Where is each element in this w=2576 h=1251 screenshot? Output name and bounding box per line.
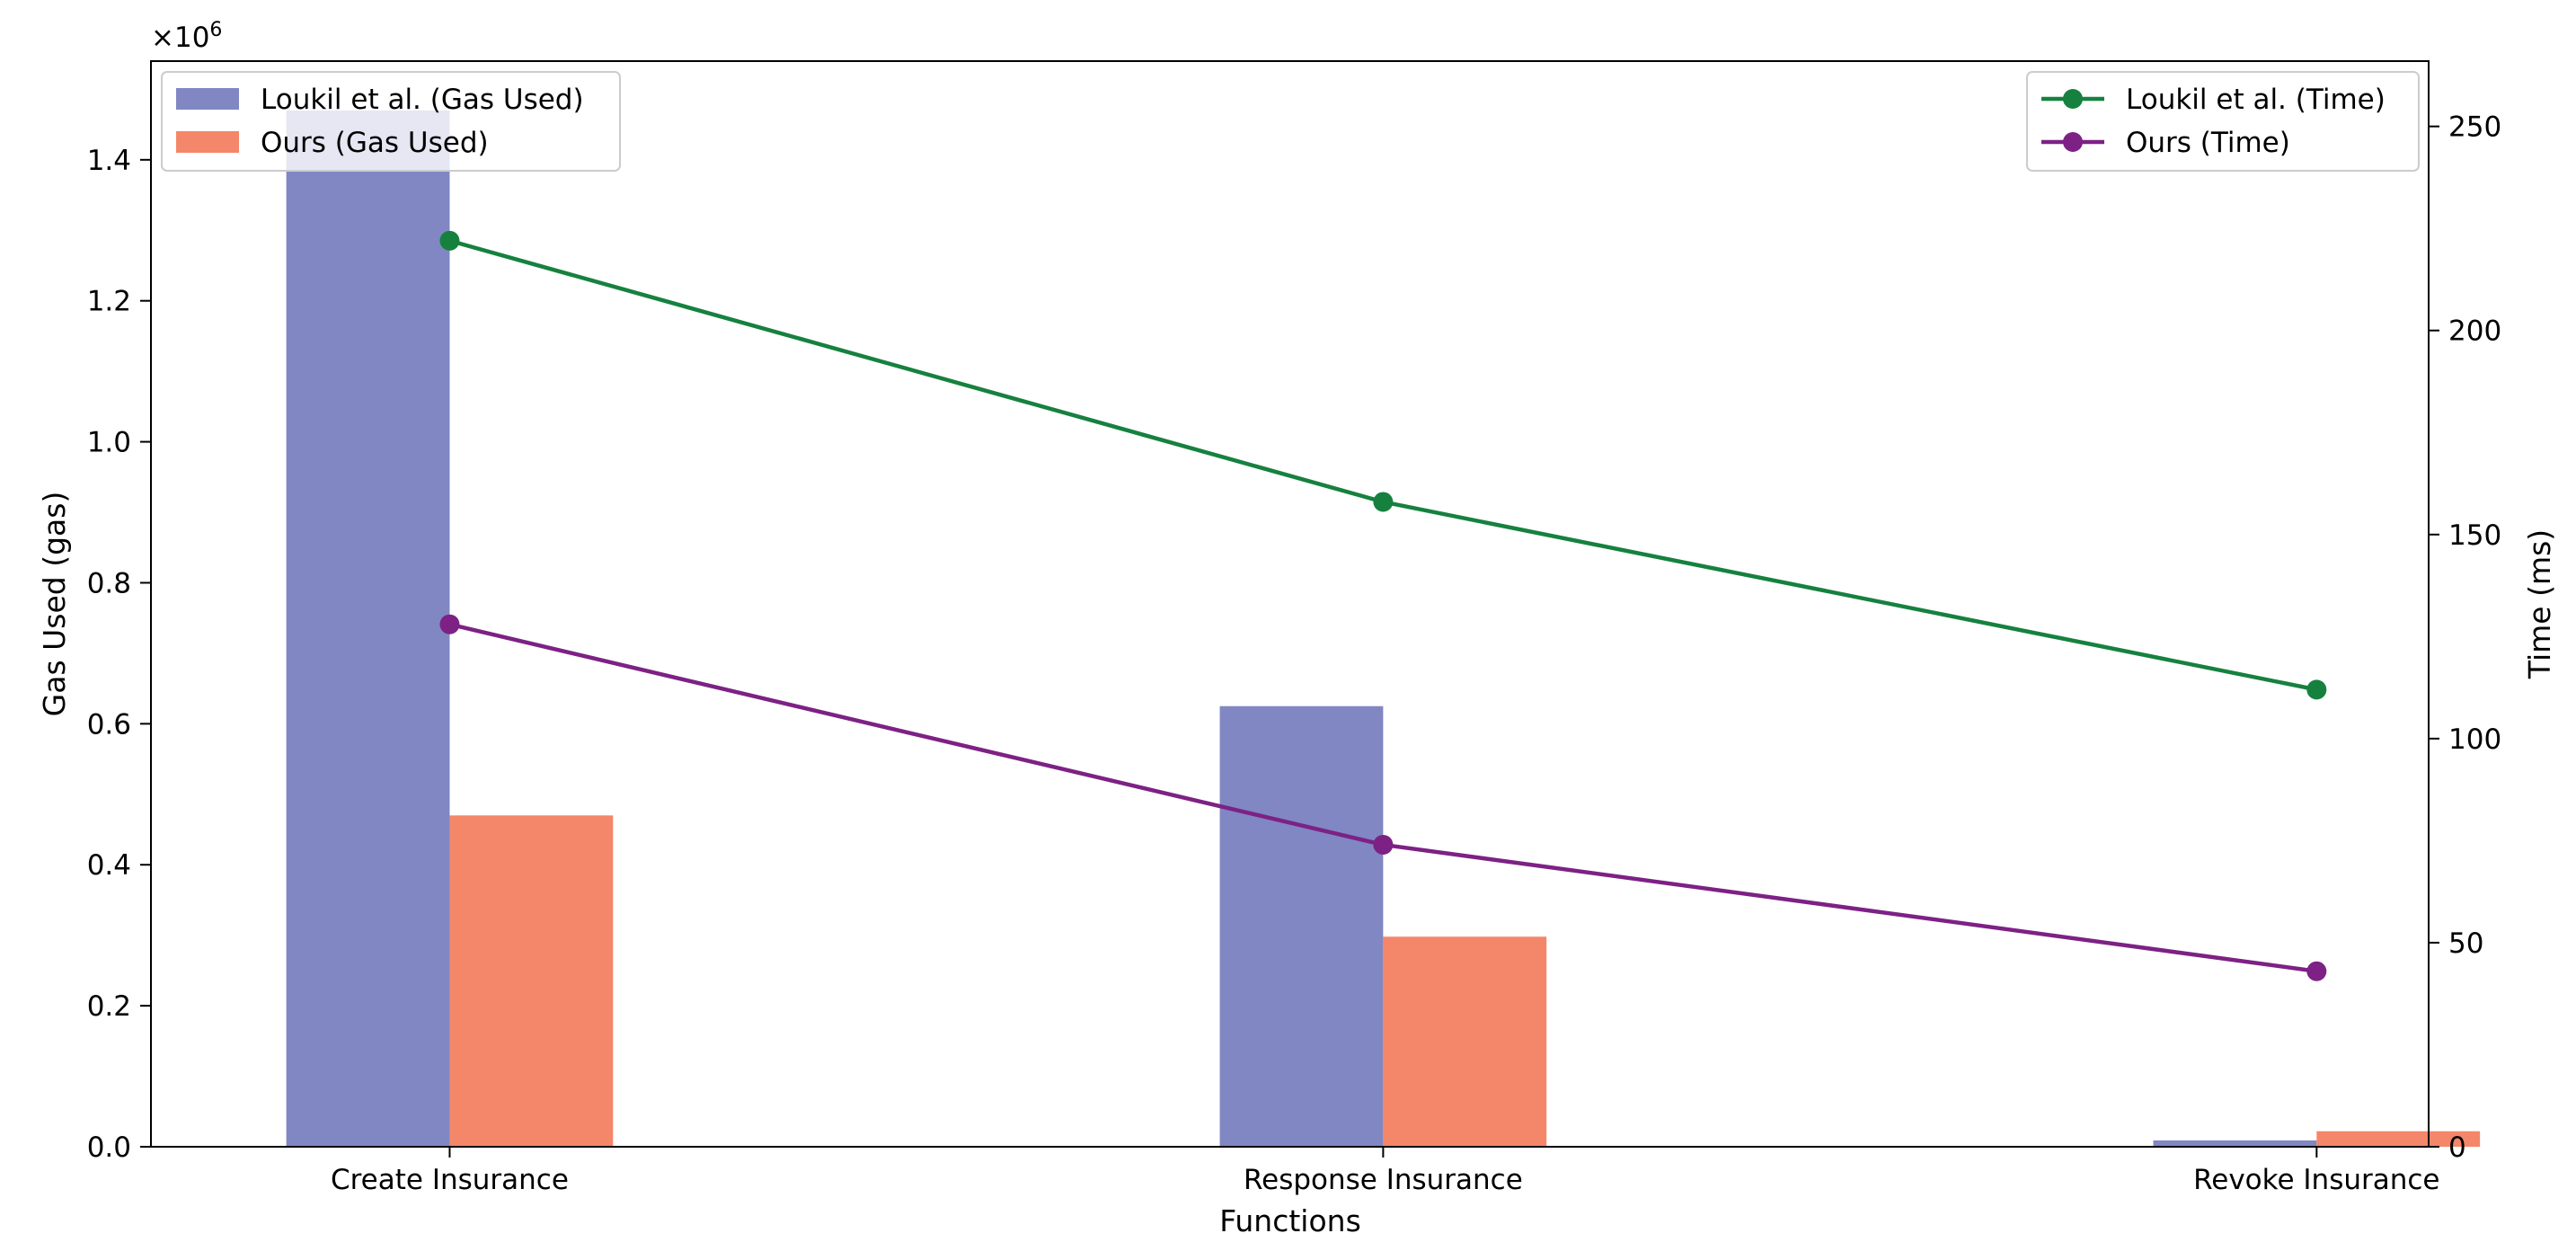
y-axis-label-left: Gas Used (gas): [37, 492, 72, 717]
bar-loukil-gas-2: [2153, 1140, 2317, 1147]
y-right-tick-label: 250: [2448, 111, 2501, 144]
legend-line-label-1: Ours (Time): [2126, 127, 2290, 159]
y-left-tick-label: 1.2: [87, 286, 131, 318]
legend-line-label-0: Loukil et al. (Time): [2126, 84, 2386, 116]
x-axis-label: Functions: [1219, 1203, 1361, 1238]
x-tick-label: Revoke Insurance: [2193, 1164, 2439, 1196]
x-tick-label: Create Insurance: [331, 1164, 569, 1196]
legend-swatch-0: [176, 88, 239, 110]
y-right-tick-label: 50: [2448, 927, 2483, 960]
bars-layer: [286, 110, 2481, 1148]
line-loukil-time: [448, 238, 2317, 692]
y-right-tick-label: 200: [2448, 315, 2501, 348]
x-tick-label: Response Insurance: [1244, 1164, 1523, 1196]
y-right-tick-label: 0: [2448, 1131, 2466, 1164]
bar-ours-gas-1: [1383, 936, 1547, 1147]
y-left-tick-label: 0.0: [87, 1131, 131, 1164]
point-ours-time-0: [439, 614, 460, 634]
y-axis-label-right: Time (ms): [2522, 529, 2557, 679]
axes-layer: 0.0 0.2 0.4 0.6 0.8 1.0 1.2 1.4 0 50 100 150 200 250 C…: [87, 111, 2501, 1196]
legend-left-box: [161, 71, 621, 172]
bar-ours-gas-2: [2316, 1131, 2481, 1147]
y-left-tick-label: 0.6: [87, 708, 131, 741]
legend-label-1: Ours (Gas Used): [261, 127, 489, 159]
legend-right-box: [2026, 71, 2420, 172]
y-left-tick-label: 0.8: [87, 567, 131, 599]
y-left-tick-label: 0.2: [87, 990, 131, 1023]
y-left-tick-label: 1.0: [87, 427, 131, 459]
y-right-tick-label: 100: [2448, 723, 2501, 756]
point-loukil-time-1: [1373, 492, 1394, 512]
legend-right: Loukil et al. (Time) Ours (Time): [2026, 71, 2420, 172]
point-ours-time-2: [2306, 961, 2327, 981]
lines-layer: [439, 230, 2327, 981]
bar-ours-gas-0: [449, 815, 614, 1147]
y-right-tick-label: 150: [2448, 519, 2501, 552]
bar-loukil-gas-1: [1219, 705, 1384, 1147]
legend-left: Loukil et al. (Gas Used) Ours (Gas Used): [161, 71, 621, 172]
point-loukil-time-0: [439, 230, 460, 251]
y-left-tick-label: 1.4: [87, 145, 131, 177]
bar-loukil-gas-0: [286, 110, 450, 1148]
offset-label: ×106: [151, 19, 222, 54]
legend-marker-0: [2063, 89, 2083, 109]
plot-frame: [150, 60, 2430, 1148]
point-ours-time-1: [1373, 834, 1394, 855]
legend-label-0: Loukil et al. (Gas Used): [261, 84, 584, 116]
legend-marker-1: [2063, 132, 2083, 152]
legend-swatch-1: [176, 131, 239, 153]
y-left-tick-label: 0.4: [87, 849, 131, 882]
point-loukil-time-2: [2306, 679, 2327, 700]
